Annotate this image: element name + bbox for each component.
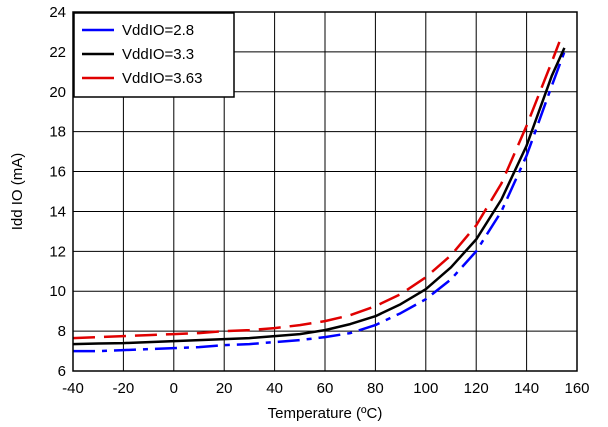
tick-labels: -40 -20 0 20 40 60 80 100 120 140 160 6 8 10 12 14 16 18 2… — [49, 4, 589, 397]
y-tick-label: 22 — [49, 44, 66, 61]
y-tick-label: 16 — [49, 164, 66, 181]
y-tick-label: 24 — [49, 4, 66, 21]
y-tick-label: 14 — [49, 203, 66, 220]
x-tick-label: 120 — [464, 380, 489, 397]
x-tick-label: -20 — [113, 380, 135, 397]
legend-label: VddIO=2.8 — [122, 22, 194, 39]
y-tick-label: 6 — [58, 363, 66, 380]
x-tick-label: 20 — [216, 380, 233, 397]
legend-label: VddIO=3.3 — [122, 46, 194, 63]
y-tick-label: 18 — [49, 124, 66, 141]
legend: VddIO=2.8 VddIO=3.3 VddIO=3.63 — [73, 12, 235, 98]
x-tick-label: 40 — [266, 380, 283, 397]
x-tick-label: 100 — [413, 380, 438, 397]
plot-frame — [72, 11, 578, 372]
x-tick-label: 0 — [170, 380, 178, 397]
x-tick-label: 140 — [514, 380, 539, 397]
y-tick-label: 12 — [49, 243, 66, 260]
y-tick-label: 10 — [49, 283, 66, 300]
series-line — [72, 41, 561, 340]
x-tick-label: 80 — [367, 380, 384, 397]
y-tick-label: 8 — [58, 323, 66, 340]
y-axis-label: Idd IO (mA) — [9, 153, 26, 231]
y-tick-label: 20 — [49, 84, 66, 101]
x-axis-label: Temperature (ºC) — [268, 405, 383, 422]
x-tick-label: -40 — [62, 380, 84, 397]
series-line — [73, 51, 566, 353]
series-lines — [72, 41, 566, 353]
series-line — [72, 47, 566, 346]
legend-label: VddIO=3.63 — [122, 70, 202, 87]
x-tick-label: 160 — [564, 380, 589, 397]
x-tick-label: 60 — [317, 380, 334, 397]
